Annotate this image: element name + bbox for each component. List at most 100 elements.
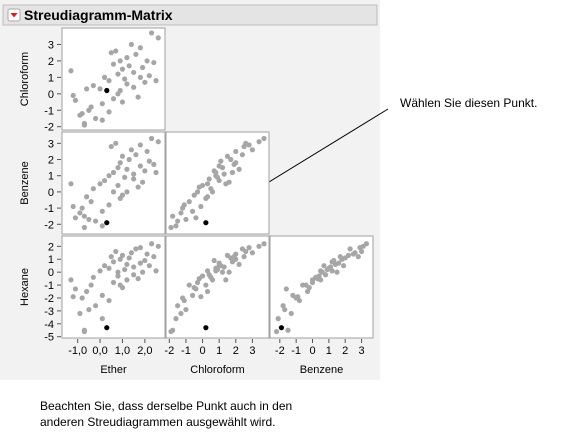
point <box>99 117 105 123</box>
point <box>137 142 143 148</box>
point <box>282 306 288 313</box>
caption-line: anderen Streudiagrammen ausgewählt wird. <box>40 415 275 429</box>
point <box>246 142 252 148</box>
point <box>144 58 150 64</box>
point <box>122 266 128 273</box>
point <box>173 316 179 322</box>
point <box>88 199 94 205</box>
point <box>146 263 152 269</box>
point <box>124 189 130 195</box>
point <box>175 218 181 224</box>
point <box>193 215 199 221</box>
x-tick-label: -1,0 <box>68 345 87 357</box>
point <box>70 203 76 210</box>
point <box>115 165 121 171</box>
point <box>236 166 242 172</box>
point <box>209 277 216 283</box>
point <box>124 55 130 61</box>
point <box>110 189 117 195</box>
report-title: Streudiagramm-Matrix <box>24 7 173 23</box>
point <box>122 174 128 180</box>
point <box>137 45 143 51</box>
point <box>119 99 126 105</box>
point <box>122 76 128 82</box>
point <box>119 66 126 72</box>
point <box>110 96 117 102</box>
point <box>155 243 161 249</box>
point <box>99 208 105 214</box>
point <box>77 210 83 216</box>
selected-point <box>104 325 110 331</box>
x-tick-label: 0,0 <box>92 345 107 357</box>
point <box>68 277 74 283</box>
point <box>106 202 112 208</box>
point <box>124 166 130 172</box>
point <box>337 254 343 260</box>
point <box>170 213 176 219</box>
point <box>117 256 123 262</box>
point <box>110 259 117 265</box>
point <box>86 107 92 113</box>
point <box>186 199 192 205</box>
point <box>117 282 123 288</box>
point <box>239 152 246 158</box>
point <box>126 156 132 163</box>
point <box>231 161 237 167</box>
column-label: Benzene <box>300 364 343 376</box>
point <box>213 268 219 274</box>
y-tick-label: 3 <box>48 138 54 150</box>
x-tick-label: 2,0 <box>137 345 152 357</box>
point <box>110 61 117 67</box>
point <box>334 269 340 275</box>
selected-point <box>104 87 110 94</box>
point <box>135 184 141 190</box>
point <box>142 79 148 85</box>
point <box>142 168 148 174</box>
point <box>144 251 150 257</box>
point <box>131 176 137 182</box>
point <box>88 282 94 288</box>
point <box>117 195 123 201</box>
point <box>226 179 232 185</box>
x-tick-label: 1,0 <box>115 345 130 357</box>
point <box>110 279 117 286</box>
point <box>226 269 232 275</box>
x-tick-label: 2 <box>342 345 348 357</box>
point <box>239 246 246 252</box>
panel <box>165 131 270 235</box>
x-tick-label: 3 <box>358 345 364 357</box>
point <box>221 171 227 177</box>
point <box>140 269 146 275</box>
point <box>97 268 103 274</box>
point <box>70 294 76 300</box>
point <box>106 265 112 271</box>
point <box>151 161 157 167</box>
point <box>181 297 187 304</box>
annotation: Wählen Sie diesen Punkt. <box>400 96 537 110</box>
point <box>155 35 161 41</box>
point <box>72 286 79 292</box>
y-tick-label: 1 <box>48 254 54 266</box>
point <box>68 68 74 74</box>
point <box>115 71 121 77</box>
point <box>151 254 157 260</box>
column-label: Chloroform <box>190 364 244 376</box>
point <box>131 69 137 76</box>
point <box>131 171 137 177</box>
point <box>231 254 237 260</box>
y-tick-label: -2 <box>44 293 54 305</box>
point <box>81 328 87 335</box>
point <box>92 115 99 122</box>
point <box>77 112 83 118</box>
point <box>97 86 103 92</box>
point <box>168 224 174 231</box>
point <box>261 135 267 142</box>
point <box>360 243 366 249</box>
point <box>229 169 236 176</box>
point <box>219 269 226 275</box>
point <box>186 282 192 288</box>
x-tick-label: 2 <box>233 345 239 357</box>
point <box>101 263 108 269</box>
point <box>81 224 87 231</box>
point <box>275 316 281 322</box>
